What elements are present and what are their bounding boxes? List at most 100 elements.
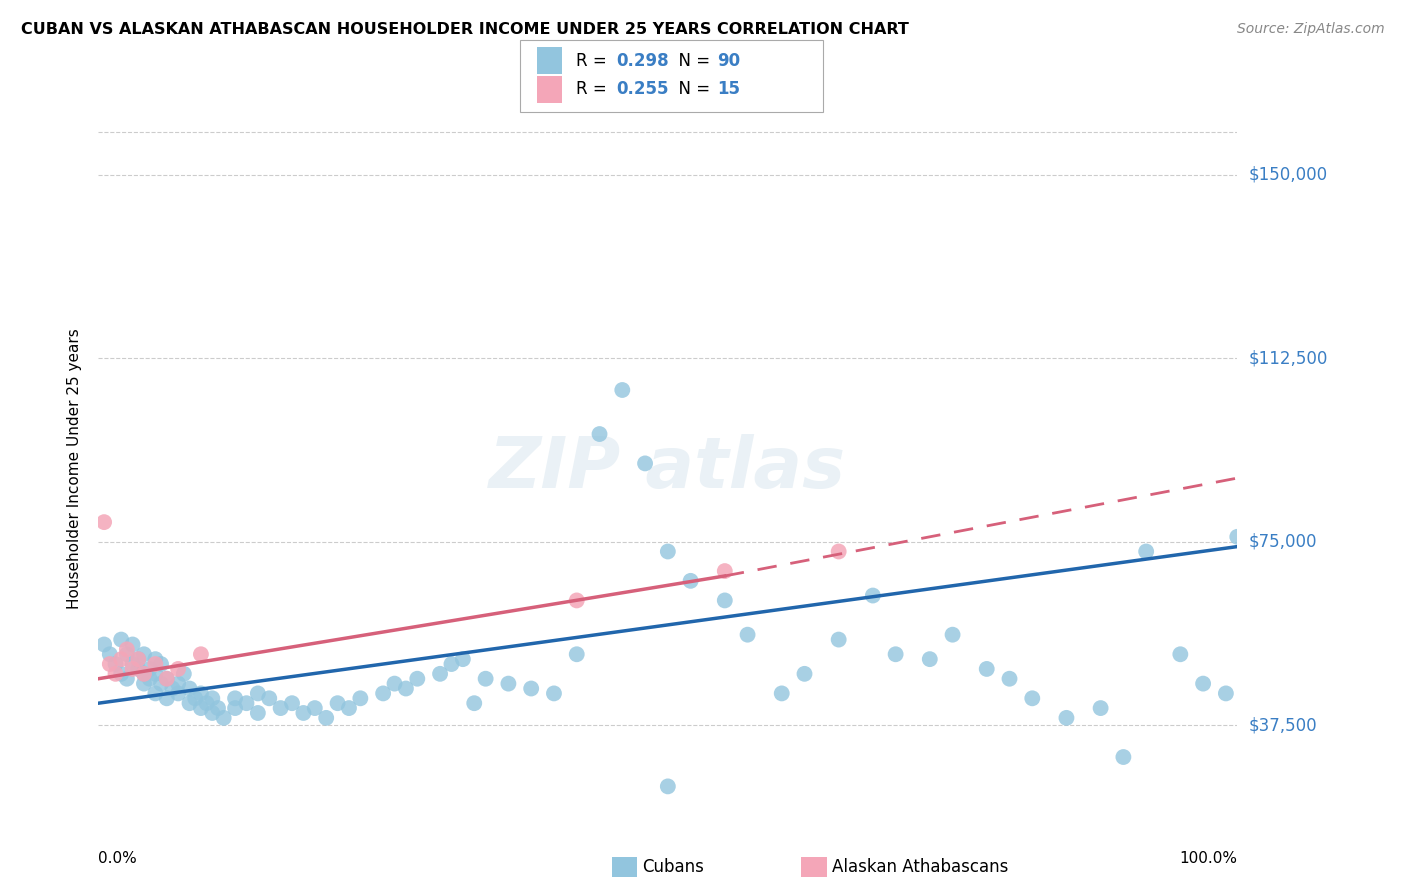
Point bbox=[127, 652, 149, 666]
Point bbox=[127, 662, 149, 676]
Point bbox=[793, 666, 815, 681]
Point bbox=[190, 647, 212, 661]
Point bbox=[121, 637, 143, 651]
Point bbox=[1215, 686, 1237, 700]
Text: N =: N = bbox=[668, 52, 716, 70]
Point bbox=[770, 686, 793, 700]
Point bbox=[246, 706, 269, 720]
Point bbox=[498, 676, 520, 690]
Point bbox=[270, 701, 292, 715]
Text: Source: ZipAtlas.com: Source: ZipAtlas.com bbox=[1237, 22, 1385, 37]
Text: R =: R = bbox=[576, 80, 613, 98]
Point bbox=[156, 672, 179, 686]
Text: $37,500: $37,500 bbox=[1249, 716, 1317, 734]
Point bbox=[145, 666, 167, 681]
Point bbox=[190, 686, 212, 700]
Point bbox=[150, 657, 173, 671]
Point bbox=[212, 711, 235, 725]
Text: 15: 15 bbox=[717, 80, 740, 98]
Point bbox=[98, 647, 121, 661]
Point bbox=[451, 652, 474, 666]
Point bbox=[156, 672, 179, 686]
Point bbox=[207, 701, 229, 715]
Point bbox=[315, 711, 337, 725]
Point bbox=[714, 564, 737, 578]
Point bbox=[998, 672, 1021, 686]
Point bbox=[634, 457, 657, 471]
Point bbox=[828, 544, 851, 558]
Point bbox=[440, 657, 463, 671]
Text: $112,500: $112,500 bbox=[1249, 349, 1327, 368]
Point bbox=[828, 632, 851, 647]
Point bbox=[520, 681, 543, 696]
Point bbox=[145, 686, 167, 700]
Point bbox=[167, 662, 190, 676]
Point bbox=[224, 691, 246, 706]
Point bbox=[115, 642, 138, 657]
Point bbox=[463, 696, 485, 710]
Point bbox=[132, 666, 155, 681]
Point bbox=[429, 666, 451, 681]
Point bbox=[714, 593, 737, 607]
Point bbox=[110, 652, 132, 666]
Point bbox=[1226, 530, 1249, 544]
Point bbox=[612, 383, 634, 397]
Point bbox=[565, 593, 588, 607]
Point bbox=[115, 672, 138, 686]
Point bbox=[179, 696, 201, 710]
Point bbox=[162, 681, 184, 696]
Point bbox=[156, 691, 179, 706]
Point bbox=[167, 676, 190, 690]
Point bbox=[349, 691, 371, 706]
Text: Alaskan Athabascans: Alaskan Athabascans bbox=[832, 858, 1008, 876]
Point bbox=[132, 666, 155, 681]
Point bbox=[145, 652, 167, 666]
Text: 0.298: 0.298 bbox=[616, 52, 668, 70]
Point bbox=[304, 701, 326, 715]
Point bbox=[543, 686, 565, 700]
Point bbox=[326, 696, 349, 710]
Point bbox=[150, 676, 173, 690]
Point bbox=[292, 706, 315, 720]
Point bbox=[138, 662, 160, 676]
Point bbox=[190, 701, 212, 715]
Point bbox=[1135, 544, 1157, 558]
Point bbox=[1021, 691, 1043, 706]
Point bbox=[474, 672, 496, 686]
Text: 90: 90 bbox=[717, 52, 740, 70]
Text: 0.0%: 0.0% bbox=[98, 851, 138, 866]
Point bbox=[1192, 676, 1215, 690]
Point bbox=[224, 701, 246, 715]
Point bbox=[737, 628, 759, 642]
Point bbox=[942, 628, 965, 642]
Point bbox=[121, 657, 143, 671]
Point bbox=[127, 652, 149, 666]
Point bbox=[201, 706, 224, 720]
Point bbox=[184, 691, 207, 706]
Point bbox=[259, 691, 281, 706]
Point bbox=[201, 691, 224, 706]
Point bbox=[918, 652, 941, 666]
Point bbox=[93, 515, 115, 529]
Point bbox=[337, 701, 360, 715]
Text: CUBAN VS ALASKAN ATHABASCAN HOUSEHOLDER INCOME UNDER 25 YEARS CORRELATION CHART: CUBAN VS ALASKAN ATHABASCAN HOUSEHOLDER … bbox=[21, 22, 908, 37]
Point bbox=[104, 666, 127, 681]
Point bbox=[167, 686, 190, 700]
Text: R =: R = bbox=[576, 52, 613, 70]
Point bbox=[132, 647, 155, 661]
Text: Cubans: Cubans bbox=[643, 858, 704, 876]
Point bbox=[145, 657, 167, 671]
Point bbox=[138, 672, 160, 686]
Point bbox=[1112, 750, 1135, 764]
Point bbox=[565, 647, 588, 661]
Point bbox=[132, 676, 155, 690]
Point bbox=[371, 686, 394, 700]
Point bbox=[679, 574, 702, 588]
Point bbox=[195, 696, 218, 710]
Y-axis label: Householder Income Under 25 years: Householder Income Under 25 years bbox=[67, 328, 83, 608]
Point bbox=[976, 662, 998, 676]
Text: ZIP atlas: ZIP atlas bbox=[489, 434, 846, 503]
Point bbox=[406, 672, 429, 686]
Point bbox=[1054, 711, 1078, 725]
Point bbox=[121, 662, 143, 676]
